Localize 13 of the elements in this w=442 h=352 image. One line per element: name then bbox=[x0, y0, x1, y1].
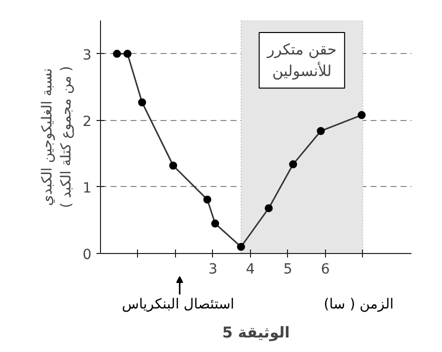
text: استئصال البنكرياس bbox=[122, 296, 234, 312]
y-tick-label: 3 bbox=[82, 47, 92, 64]
text: الوثيقة 5 bbox=[222, 324, 290, 342]
x-tick-label: 3 bbox=[208, 262, 218, 278]
x-axis-title: الزمن ( سا) bbox=[324, 296, 394, 312]
x-tick-label: 5 bbox=[283, 262, 292, 278]
y-tick-label: 0 bbox=[82, 247, 92, 263]
x-tick-label: 4 bbox=[246, 262, 255, 278]
y-tick-label: 1 bbox=[82, 180, 92, 196]
y-tick-label: 2 bbox=[82, 114, 92, 130]
band-label: حقن متكرر للأنسولين bbox=[266, 40, 337, 80]
x-tick-label: 6 bbox=[320, 262, 330, 278]
y-axis-title: نسبة الغليكوجين الكبدي ( من مجموع كتلة الكبد ) bbox=[39, 66, 75, 208]
